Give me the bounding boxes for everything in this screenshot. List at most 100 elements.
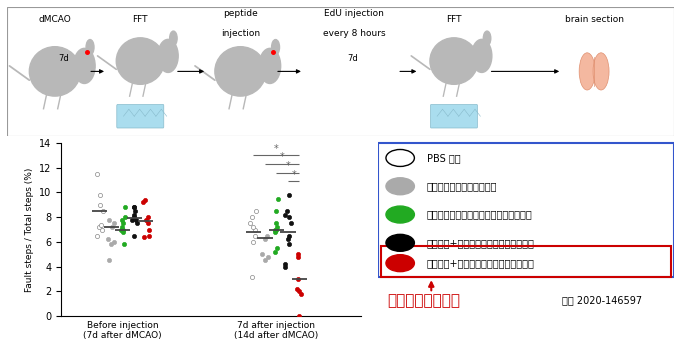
Point: [296, 291, 306, 296]
Point: [270, 208, 281, 214]
Point: [262, 254, 273, 259]
Text: 7d: 7d: [58, 54, 69, 63]
Point: [270, 227, 281, 232]
Text: injection: injection: [221, 29, 260, 38]
Point: [143, 221, 154, 226]
Point: [283, 237, 294, 242]
Point: [128, 204, 139, 210]
Text: EdU injection: EdU injection: [324, 10, 384, 18]
Point: [116, 224, 127, 230]
Text: peptide: peptide: [223, 10, 258, 18]
Point: [272, 245, 283, 251]
Point: [247, 224, 258, 230]
Ellipse shape: [430, 38, 478, 84]
Point: [293, 252, 304, 257]
Point: [279, 212, 290, 217]
Point: [128, 215, 139, 220]
Text: FFT: FFT: [133, 15, 148, 23]
Circle shape: [386, 150, 415, 167]
Point: [294, 313, 304, 319]
Point: [284, 215, 295, 220]
Point: [96, 227, 107, 232]
Bar: [378, 143, 674, 277]
Point: [94, 224, 105, 230]
Ellipse shape: [29, 47, 80, 96]
Point: [109, 239, 120, 244]
Ellipse shape: [272, 39, 279, 55]
Ellipse shape: [579, 53, 595, 90]
Circle shape: [386, 234, 415, 251]
Point: [272, 196, 283, 201]
Point: [294, 289, 305, 294]
Point: [261, 233, 272, 238]
Point: [245, 221, 256, 226]
Point: [284, 233, 295, 238]
Ellipse shape: [484, 31, 491, 46]
Point: [138, 234, 149, 240]
Ellipse shape: [170, 31, 177, 46]
Point: [250, 227, 261, 232]
Y-axis label: Fault steps / Total steps (%): Fault steps / Total steps (%): [25, 167, 33, 292]
Text: 化学合成+遠伝子工学（修飾あり）投与: 化学合成+遠伝子工学（修飾あり）投与: [427, 258, 535, 268]
Point: [119, 204, 130, 210]
Point: [91, 171, 102, 176]
Point: [280, 261, 291, 267]
Point: [104, 258, 114, 263]
Circle shape: [386, 206, 415, 223]
Point: [129, 204, 140, 210]
Ellipse shape: [86, 39, 94, 55]
Ellipse shape: [471, 39, 492, 72]
Point: [284, 242, 295, 247]
Point: [104, 217, 115, 222]
Text: *: *: [280, 152, 285, 163]
Point: [91, 233, 102, 238]
Point: [279, 264, 290, 269]
Point: [103, 237, 114, 242]
Point: [144, 233, 155, 238]
Text: 7d: 7d: [347, 54, 358, 63]
Text: *: *: [274, 144, 279, 154]
Point: [130, 208, 141, 214]
Point: [117, 229, 128, 235]
Point: [247, 274, 257, 279]
Ellipse shape: [593, 53, 609, 90]
Text: *: *: [291, 170, 296, 180]
Point: [144, 227, 155, 232]
Point: [117, 221, 128, 226]
Text: every 8 hours: every 8 hours: [323, 29, 385, 38]
Point: [95, 202, 106, 207]
Text: PBS 投与: PBS 投与: [427, 153, 460, 163]
Point: [109, 221, 120, 226]
Point: [270, 227, 281, 232]
Text: 遠伝子工学医薬品（修飾あり）のみ投与: 遠伝子工学医薬品（修飾あり）のみ投与: [427, 209, 533, 220]
FancyBboxPatch shape: [430, 104, 477, 128]
Point: [96, 222, 107, 227]
Point: [128, 233, 139, 238]
Ellipse shape: [215, 47, 266, 96]
Point: [270, 229, 281, 235]
Text: 化学合成+遠伝子工学（修飾なし）投与: 化学合成+遠伝子工学（修飾なし）投与: [427, 238, 535, 248]
Point: [257, 252, 268, 257]
Point: [142, 215, 153, 220]
Point: [283, 192, 294, 198]
Point: [94, 192, 105, 198]
Point: [97, 208, 108, 214]
Point: [248, 239, 259, 244]
Point: [272, 224, 283, 230]
Text: 特願 2020-146597: 特願 2020-146597: [562, 295, 642, 305]
Point: [270, 221, 281, 226]
Point: [259, 258, 270, 263]
Point: [139, 197, 150, 203]
Point: [285, 221, 296, 226]
Point: [251, 208, 262, 214]
Text: dMCAO: dMCAO: [39, 15, 72, 23]
Point: [281, 208, 292, 214]
Point: [138, 200, 148, 205]
Point: [270, 249, 281, 255]
Text: *: *: [285, 161, 290, 171]
Point: [128, 212, 139, 217]
Point: [116, 217, 127, 222]
Point: [106, 242, 116, 247]
Circle shape: [386, 178, 415, 195]
Text: FFT: FFT: [446, 15, 462, 23]
